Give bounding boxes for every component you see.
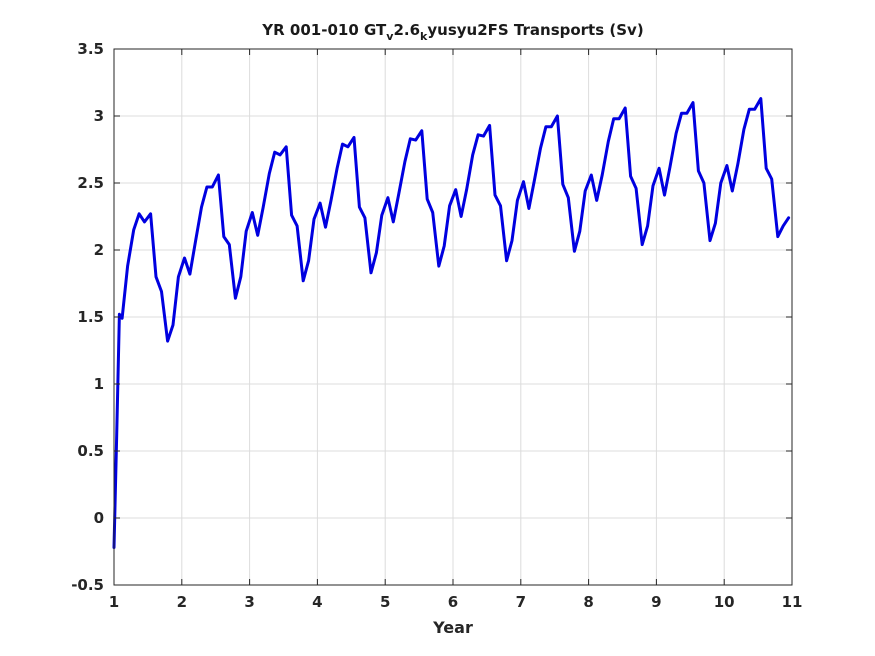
y-tick-label: 3.5 bbox=[77, 40, 104, 58]
x-tick-label: 10 bbox=[714, 593, 735, 611]
y-tick-label: 3 bbox=[94, 107, 104, 125]
chart-title: YR 001-010 GTv2.6kyusyu2FS Transports (S… bbox=[261, 21, 643, 43]
x-tick-label: 9 bbox=[651, 593, 661, 611]
x-tick-label: 5 bbox=[380, 593, 390, 611]
x-tick-label: 3 bbox=[244, 593, 254, 611]
x-tick-label: 11 bbox=[782, 593, 803, 611]
series-line bbox=[112, 97, 791, 549]
x-tick-label: 8 bbox=[583, 593, 593, 611]
y-tick-label: 0 bbox=[94, 509, 104, 527]
title-part: YR 001-010 GT bbox=[261, 21, 387, 39]
x-tick-label: 2 bbox=[177, 593, 187, 611]
title-part: v bbox=[386, 30, 394, 43]
x-axis-label: Year bbox=[432, 618, 473, 637]
y-tick-label: 1.5 bbox=[77, 308, 104, 326]
title-part: 2.6 bbox=[393, 21, 420, 39]
title-part: yusyu2FS Transports (Sv) bbox=[427, 21, 643, 39]
x-tick-label: 4 bbox=[312, 593, 322, 611]
line-layer bbox=[112, 97, 791, 549]
x-tick-label: 1 bbox=[109, 593, 119, 611]
y-tick-label: 2.5 bbox=[77, 174, 104, 192]
title-part: k bbox=[420, 30, 428, 43]
y-tick-label: 0.5 bbox=[77, 442, 104, 460]
y-tick-label: 2 bbox=[94, 241, 104, 259]
tick-layer bbox=[113, 48, 793, 586]
x-tick-labels: 1 2 3 4 5 6 7 8 9 10 11 bbox=[109, 593, 803, 611]
y-tick-label: -0.5 bbox=[71, 576, 104, 594]
y-tick-label: 1 bbox=[94, 375, 104, 393]
y-tick-labels: -0.5 0 0.5 1 1.5 2 2.5 3 3.5 bbox=[71, 40, 104, 594]
x-tick-label: 7 bbox=[516, 593, 526, 611]
x-tick-label: 6 bbox=[448, 593, 458, 611]
